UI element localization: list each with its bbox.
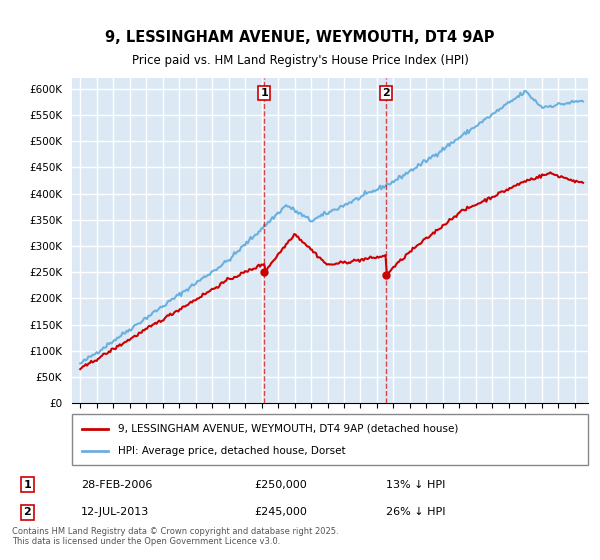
- Text: 9, LESSINGHAM AVENUE, WEYMOUTH, DT4 9AP: 9, LESSINGHAM AVENUE, WEYMOUTH, DT4 9AP: [105, 30, 495, 45]
- Text: 2: 2: [382, 88, 389, 98]
- Text: £250,000: £250,000: [254, 479, 307, 489]
- Text: 1: 1: [23, 479, 31, 489]
- Text: 26% ↓ HPI: 26% ↓ HPI: [386, 507, 446, 517]
- Text: 9, LESSINGHAM AVENUE, WEYMOUTH, DT4 9AP (detached house): 9, LESSINGHAM AVENUE, WEYMOUTH, DT4 9AP …: [118, 423, 459, 433]
- Text: HPI: Average price, detached house, Dorset: HPI: Average price, detached house, Dors…: [118, 446, 346, 456]
- Text: Contains HM Land Registry data © Crown copyright and database right 2025.
This d: Contains HM Land Registry data © Crown c…: [12, 526, 338, 546]
- Text: 2: 2: [23, 507, 31, 517]
- Text: £245,000: £245,000: [254, 507, 307, 517]
- Text: 12-JUL-2013: 12-JUL-2013: [81, 507, 149, 517]
- Text: 13% ↓ HPI: 13% ↓ HPI: [386, 479, 446, 489]
- Text: Price paid vs. HM Land Registry's House Price Index (HPI): Price paid vs. HM Land Registry's House …: [131, 54, 469, 67]
- FancyBboxPatch shape: [72, 414, 588, 465]
- Text: 28-FEB-2006: 28-FEB-2006: [81, 479, 152, 489]
- Text: 1: 1: [260, 88, 268, 98]
